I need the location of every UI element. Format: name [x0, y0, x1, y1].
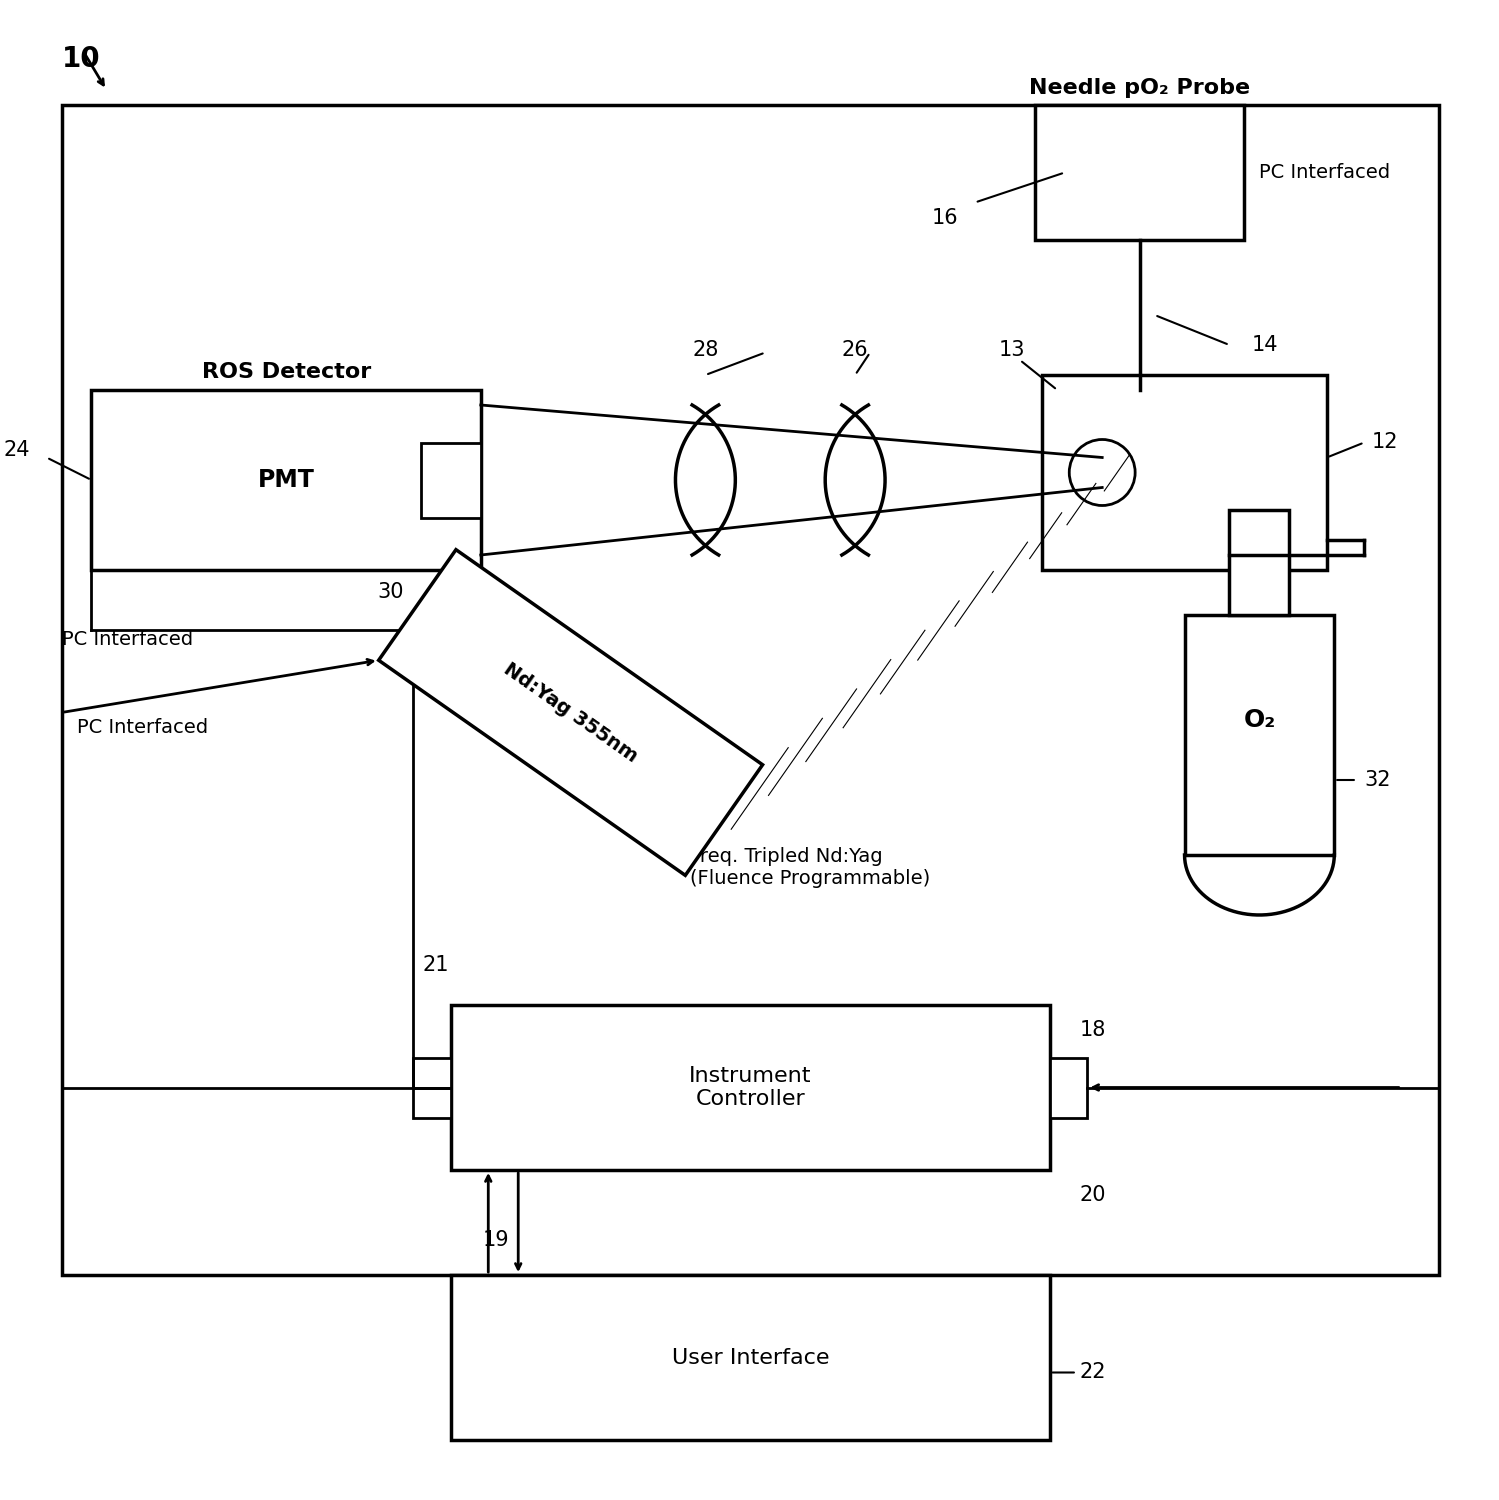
Text: PC Interfaced: PC Interfaced	[1259, 164, 1391, 182]
Text: 24: 24	[3, 440, 30, 460]
Bar	[421, 442, 481, 518]
Bar	[91, 390, 481, 570]
Text: 12: 12	[1372, 432, 1399, 453]
Text: 13: 13	[1000, 340, 1025, 360]
Text: PC Interfaced: PC Interfaced	[76, 718, 208, 736]
Polygon shape	[694, 454, 1130, 862]
Bar	[1229, 510, 1289, 615]
Bar	[61, 105, 1439, 1275]
Text: 14: 14	[1252, 334, 1279, 356]
Bar	[1042, 375, 1327, 570]
Text: 18: 18	[1079, 1020, 1106, 1040]
Text: 26: 26	[842, 340, 868, 360]
Text: 10: 10	[61, 45, 100, 74]
Text: Freq. Tripled Nd:Yag
(Fluence Programmable): Freq. Tripled Nd:Yag (Fluence Programmab…	[691, 847, 931, 888]
Text: User Interface: User Interface	[672, 1347, 829, 1368]
Text: 32: 32	[1364, 770, 1391, 790]
Text: PC Interfaced: PC Interfaced	[61, 630, 193, 650]
Text: Needle pO₂ Probe: Needle pO₂ Probe	[1030, 78, 1250, 98]
Bar	[451, 1275, 1049, 1440]
Text: 16: 16	[932, 207, 958, 228]
Text: 19: 19	[483, 1230, 510, 1250]
Text: 21: 21	[423, 956, 450, 975]
Text: O₂: O₂	[1243, 708, 1276, 732]
Bar	[1184, 615, 1334, 855]
Text: Nd:Yag 355nm: Nd:Yag 355nm	[501, 658, 642, 766]
Bar	[1034, 105, 1244, 240]
Bar	[414, 1058, 451, 1118]
Text: PMT: PMT	[258, 468, 315, 492]
Text: 30: 30	[378, 582, 405, 603]
Polygon shape	[379, 549, 763, 876]
Text: Instrument
Controller: Instrument Controller	[690, 1066, 811, 1108]
Bar	[1049, 1058, 1087, 1118]
Text: 28: 28	[693, 340, 718, 360]
Text: 22: 22	[1079, 1362, 1106, 1383]
Bar	[451, 1005, 1049, 1170]
Text: ROS Detector: ROS Detector	[201, 363, 370, 382]
Text: 20: 20	[1079, 1185, 1106, 1204]
